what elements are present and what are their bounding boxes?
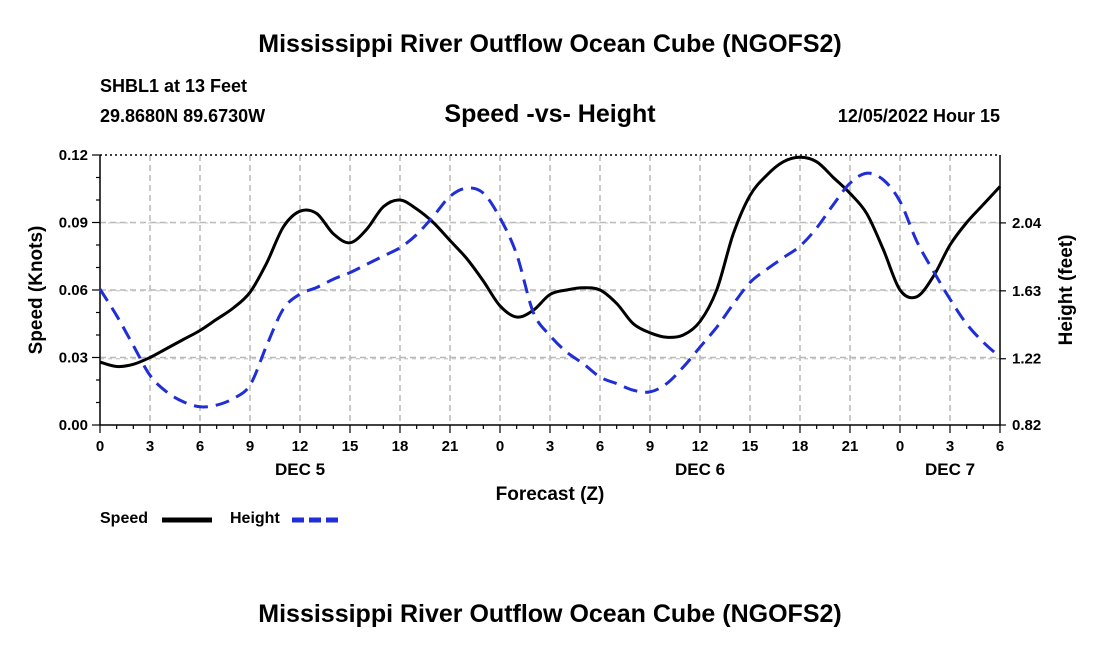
x-tick-label: 0	[496, 438, 504, 455]
y-tick-label: 0.00	[59, 417, 88, 434]
x-tick-label: 15	[742, 438, 759, 455]
x-tick-label: 0	[896, 438, 904, 455]
station-label: SHBL1 at 13 Feet	[100, 76, 248, 96]
x-tick-label: 18	[392, 438, 409, 455]
x-tick-label: 15	[342, 438, 359, 455]
x-tick-label: 12	[292, 438, 309, 455]
x-tick-label: 3	[946, 438, 954, 455]
speed-series-line	[99, 155, 1002, 369]
coordinates-label: 29.8680N 89.6730W	[100, 106, 266, 126]
day-label: DEC 6	[675, 460, 725, 479]
y-axis-title: Speed (Knots)	[26, 226, 47, 355]
x-tick-label: 21	[442, 438, 459, 455]
legend-speed-label: Speed	[100, 510, 149, 527]
y-tick-label: 0.09	[59, 215, 88, 232]
bottom-title: Mississippi River Outflow Ocean Cube (NG…	[258, 600, 842, 628]
day-label: DEC 5	[275, 460, 325, 479]
x-tick-label: 6	[196, 438, 204, 455]
legend-height-label: Height	[230, 510, 280, 527]
x-tick-label: 3	[146, 438, 154, 455]
timestamp-label: 12/05/2022 Hour 15	[837, 106, 1000, 126]
x-tick-label: 6	[596, 438, 604, 455]
x-tick-label: 21	[842, 438, 859, 455]
x-tick-label: 9	[246, 438, 254, 455]
y2-tick-label: 0.82	[1012, 417, 1041, 434]
y-tick-label: 0.12	[59, 147, 88, 164]
y2-tick-label: 2.04	[1012, 215, 1042, 232]
x-tick-label: 18	[792, 438, 809, 455]
day-label: DEC 7	[925, 460, 975, 479]
y2-tick-label: 1.22	[1012, 351, 1041, 368]
y-tick-label: 0.06	[59, 282, 88, 299]
height-series-line	[98, 171, 1001, 409]
y2-axis-title: Height (feet)	[1056, 235, 1077, 346]
y-tick-label: 0.03	[59, 350, 88, 367]
y2-tick-label: 1.63	[1012, 283, 1041, 300]
chart-title: Mississippi River Outflow Ocean Cube (NG…	[258, 30, 842, 58]
x-axis-title: Forecast (Z)	[496, 484, 605, 505]
x-tick-label: 6	[996, 438, 1004, 455]
x-tick-label: 9	[646, 438, 654, 455]
chart-subtitle: Speed -vs- Height	[444, 100, 656, 128]
x-tick-label: 12	[692, 438, 709, 455]
x-tick-label: 0	[96, 438, 104, 455]
x-tick-label: 3	[546, 438, 554, 455]
